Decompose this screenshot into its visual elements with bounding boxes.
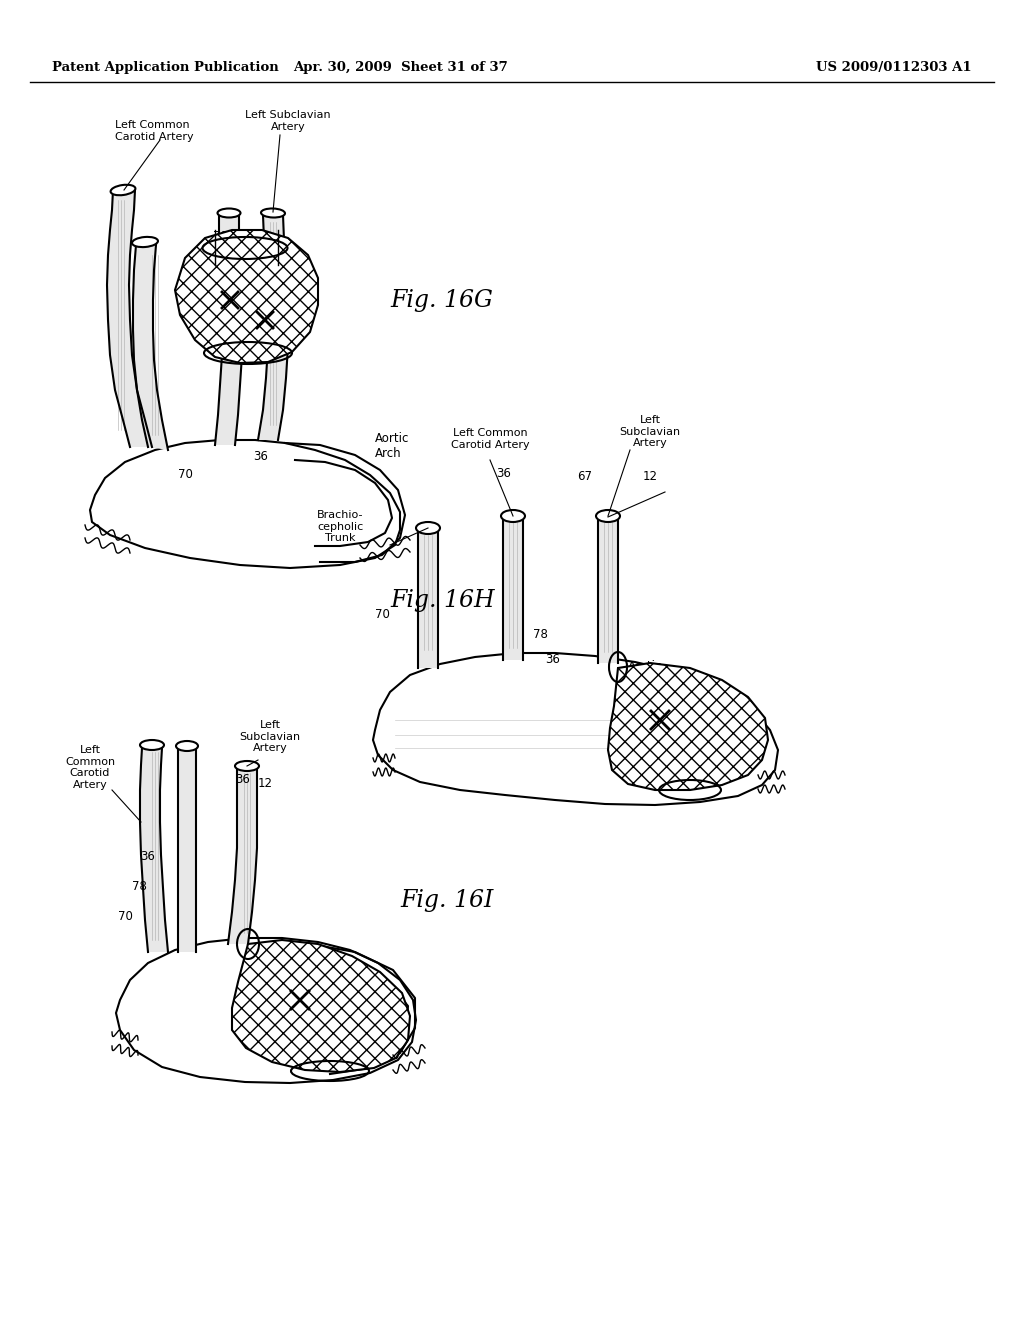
Polygon shape: [116, 939, 416, 1082]
Text: Left
Subclavian
Artery: Left Subclavian Artery: [620, 414, 681, 449]
Text: 67: 67: [577, 470, 592, 483]
Polygon shape: [90, 440, 400, 568]
Polygon shape: [133, 246, 168, 450]
Polygon shape: [418, 531, 438, 668]
Polygon shape: [598, 517, 618, 663]
Text: 36: 36: [140, 850, 155, 863]
Text: 78: 78: [213, 230, 228, 243]
Text: Left Common
Carotid Artery: Left Common Carotid Artery: [115, 120, 194, 141]
Text: Fig. 16H: Fig. 16H: [390, 589, 495, 611]
Text: Aortic
Arch: Aortic Arch: [375, 432, 410, 459]
Ellipse shape: [261, 209, 285, 218]
Text: 36: 36: [234, 774, 250, 785]
Polygon shape: [503, 517, 523, 660]
Text: 70: 70: [375, 609, 390, 620]
Polygon shape: [215, 215, 242, 445]
Ellipse shape: [501, 510, 525, 521]
Ellipse shape: [416, 521, 440, 535]
Text: 36: 36: [253, 450, 268, 463]
Text: Fig. 16I: Fig. 16I: [400, 888, 494, 912]
Text: 70: 70: [118, 909, 133, 923]
Text: 36: 36: [496, 467, 511, 480]
Polygon shape: [373, 653, 778, 805]
Text: Patent Application Publication: Patent Application Publication: [52, 62, 279, 74]
Text: 36: 36: [545, 653, 560, 667]
Text: 78: 78: [132, 880, 146, 894]
Text: 36: 36: [257, 995, 272, 1008]
Text: Left Subclavian
Artery: Left Subclavian Artery: [245, 110, 331, 132]
Text: Apr. 30, 2009  Sheet 31 of 37: Apr. 30, 2009 Sheet 31 of 37: [293, 62, 507, 74]
Ellipse shape: [234, 762, 259, 771]
Ellipse shape: [176, 741, 198, 751]
Polygon shape: [106, 190, 152, 447]
Text: Fig. 16G: Fig. 16G: [390, 289, 493, 312]
Polygon shape: [178, 748, 196, 952]
Polygon shape: [258, 215, 288, 440]
Text: 78: 78: [534, 628, 548, 642]
Polygon shape: [608, 663, 768, 789]
Text: 12: 12: [643, 470, 658, 483]
Text: 12: 12: [258, 777, 273, 789]
Ellipse shape: [132, 236, 158, 247]
Text: Left Common
Carotid Artery: Left Common Carotid Artery: [451, 428, 529, 450]
Ellipse shape: [140, 741, 164, 750]
Text: Left
Common
Carotid
Artery: Left Common Carotid Artery: [65, 744, 115, 789]
Text: US 2009/0112303 A1: US 2009/0112303 A1: [816, 62, 972, 74]
Polygon shape: [228, 768, 257, 944]
Text: 12: 12: [240, 230, 255, 243]
Text: Aortic
Arch: Aortic Arch: [628, 660, 663, 688]
Polygon shape: [232, 940, 410, 1072]
Ellipse shape: [111, 185, 135, 195]
Polygon shape: [140, 748, 168, 952]
Text: 36: 36: [195, 257, 210, 271]
Text: 70: 70: [178, 469, 193, 480]
Ellipse shape: [217, 209, 241, 218]
Text: Aortic
Arch: Aortic Arch: [330, 978, 365, 1006]
Text: Left
Subclavian
Artery: Left Subclavian Artery: [240, 719, 301, 754]
Text: Brachio-
cepholic
Trunk: Brachio- cepholic Trunk: [316, 510, 364, 544]
Ellipse shape: [596, 510, 620, 521]
Polygon shape: [175, 230, 318, 363]
